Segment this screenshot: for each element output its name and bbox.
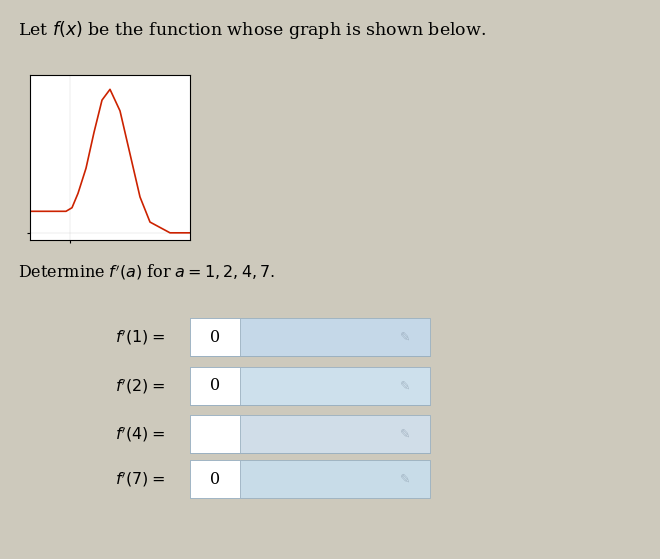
Bar (190, 367, 240, 405)
Text: $f'(4) =$: $f'(4) =$ (115, 424, 165, 444)
Text: Determine $f'(a)$ for $a = 1, 2, 4, 7.$: Determine $f'(a)$ for $a = 1, 2, 4, 7.$ (18, 263, 275, 282)
Text: 0: 0 (210, 471, 220, 487)
Text: $f'(1) =$: $f'(1) =$ (115, 328, 165, 347)
Text: Let $f(x)$ be the function whose graph is shown below.: Let $f(x)$ be the function whose graph i… (18, 19, 486, 41)
Text: ✎: ✎ (400, 330, 411, 343)
Text: 0: 0 (210, 329, 220, 345)
Text: ✎: ✎ (400, 472, 411, 486)
Text: $f'(7) =$: $f'(7) =$ (115, 470, 165, 489)
Bar (190, 318, 430, 356)
Bar (190, 415, 240, 453)
Bar (190, 318, 240, 356)
Bar (190, 460, 240, 498)
Bar (190, 367, 430, 405)
Bar (190, 415, 430, 453)
Bar (190, 460, 430, 498)
Text: $f'(2) =$: $f'(2) =$ (115, 376, 165, 396)
Text: 0: 0 (210, 377, 220, 395)
Text: ✎: ✎ (400, 380, 411, 392)
Text: ✎: ✎ (400, 428, 411, 440)
